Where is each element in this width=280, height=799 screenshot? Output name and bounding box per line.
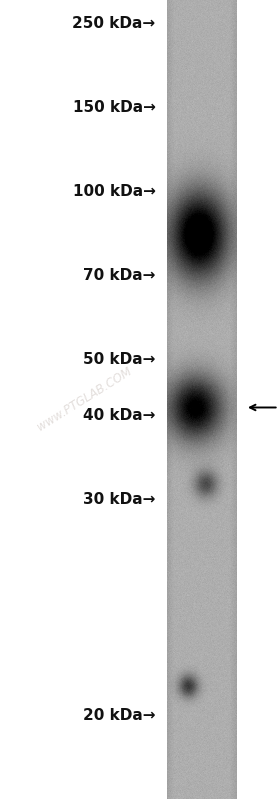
Text: 50 kDa→: 50 kDa→ (83, 352, 155, 367)
Text: 150 kDa→: 150 kDa→ (73, 101, 155, 115)
Text: www.PTGLAB.COM: www.PTGLAB.COM (34, 365, 134, 434)
Text: 20 kDa→: 20 kDa→ (83, 708, 155, 722)
Text: 40 kDa→: 40 kDa→ (83, 408, 155, 423)
Text: 70 kDa→: 70 kDa→ (83, 268, 155, 283)
Text: 30 kDa→: 30 kDa→ (83, 492, 155, 507)
Text: 250 kDa→: 250 kDa→ (72, 17, 155, 31)
Text: 100 kDa→: 100 kDa→ (73, 185, 155, 199)
